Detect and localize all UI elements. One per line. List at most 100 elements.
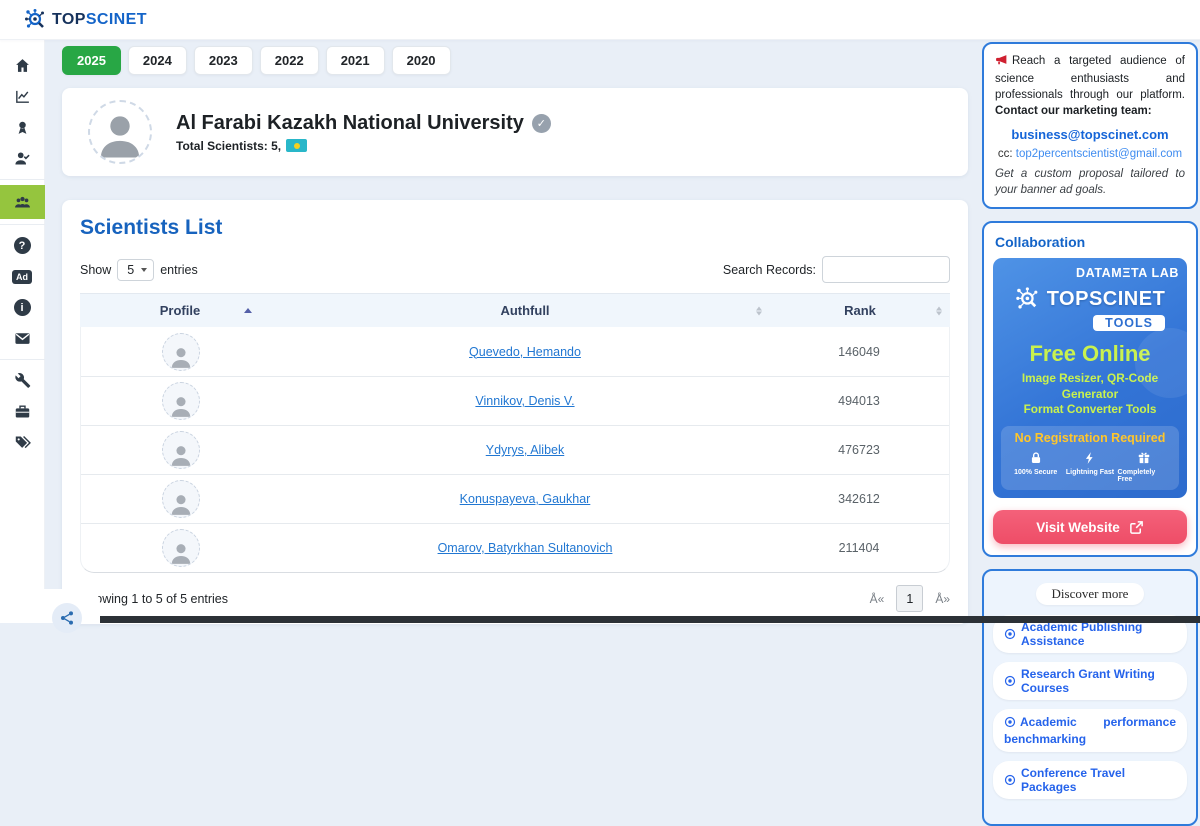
- year-tabs: 2025 2024 2023 2022 2021 2020: [62, 46, 968, 75]
- scientist-link[interactable]: Omarov, Batyrkhan Sultanovich: [438, 541, 613, 555]
- marketing-intro: Reach a targeted audience of science ent…: [995, 55, 1185, 101]
- discover-box: Discover more Academic Publishing Assist…: [982, 569, 1198, 825]
- pagination-page-1[interactable]: 1: [896, 585, 923, 612]
- tab-year-2025[interactable]: 2025: [62, 46, 121, 75]
- scientists-table: Quevedo, Hemando 146049 Vinnikov, Denis …: [80, 327, 950, 573]
- mail-icon[interactable]: [0, 323, 45, 354]
- sidebar-divider: [0, 179, 45, 180]
- sidebar-divider: [0, 359, 45, 360]
- banner-line2: Format Converter Tools: [1001, 402, 1179, 417]
- scientist-avatar: [162, 382, 200, 420]
- scientist-avatar: [162, 529, 200, 567]
- medal-icon[interactable]: [0, 112, 45, 143]
- pagination: Å« 1 Å»: [870, 585, 950, 612]
- cc-email-link[interactable]: top2percentscientist@gmail.com: [1016, 148, 1182, 160]
- briefcase-icon[interactable]: [0, 396, 45, 427]
- scientist-rank: 476723: [769, 443, 949, 457]
- tags-icon[interactable]: [0, 427, 45, 458]
- column-header-rank[interactable]: Rank: [770, 303, 950, 318]
- show-label: Show: [80, 263, 111, 277]
- verified-badge-icon: ✓: [532, 114, 551, 133]
- feature-secure: 100% Secure: [1009, 451, 1062, 483]
- home-icon[interactable]: [0, 50, 45, 81]
- university-name: Al Farabi Kazakh National University: [176, 112, 524, 135]
- share-icon[interactable]: [52, 603, 82, 633]
- info-icon[interactable]: i: [0, 292, 45, 323]
- chart-line-icon[interactable]: [0, 81, 45, 112]
- discover-item-grant-courses[interactable]: Research Grant Writing Courses: [993, 662, 1187, 700]
- tab-year-2023[interactable]: 2023: [194, 46, 253, 75]
- banner-headline: Free Online: [1001, 341, 1179, 367]
- scientist-link[interactable]: Konuspayeva, Gaukhar: [460, 492, 591, 506]
- scientist-link[interactable]: Vinnikov, Denis V.: [475, 394, 574, 408]
- banner-tools-badge: TOOLS: [1093, 315, 1165, 331]
- table-header: Profile Authfull Rank: [80, 293, 950, 327]
- scientist-avatar: [162, 480, 200, 518]
- tab-year-2022[interactable]: 2022: [260, 46, 319, 75]
- visit-website-button[interactable]: Visit Website: [993, 510, 1187, 544]
- table-row: Omarov, Batyrkhan Sultanovich 211404: [81, 523, 949, 572]
- partner-banner[interactable]: DATAMΞTA LAB TOPSCINET TOOLS Free Online…: [993, 258, 1187, 498]
- bottom-dark-strip: [45, 616, 1200, 623]
- external-link-icon: [1129, 520, 1144, 535]
- sort-icon: [936, 306, 942, 315]
- table-row: Konuspayeva, Gaukhar 342612: [81, 474, 949, 523]
- sort-icon: [756, 306, 762, 315]
- scientist-rank: 146049: [769, 345, 949, 359]
- tab-year-2021[interactable]: 2021: [326, 46, 385, 75]
- sort-asc-icon: [244, 308, 252, 313]
- lock-icon: [1029, 451, 1043, 465]
- partner-name: DATAMΞTA LAB: [1001, 266, 1179, 280]
- entries-label: entries: [160, 263, 198, 277]
- university-info: Al Farabi Kazakh National University ✓ T…: [176, 112, 551, 153]
- marketing-contact-label: Contact our marketing team:: [995, 105, 1152, 117]
- wrench-icon[interactable]: [0, 365, 45, 396]
- logo-text: TOPSCINET: [52, 11, 147, 29]
- gift-icon: [1137, 451, 1151, 465]
- entries-summary: Showing 1 to 5 of 5 entries: [80, 592, 228, 606]
- help-icon[interactable]: ?: [0, 230, 45, 261]
- cc-label: cc:: [998, 148, 1013, 160]
- pagination-next[interactable]: Å»: [935, 592, 950, 606]
- marketing-note: Get a custom proposal tailored to your b…: [995, 167, 1185, 198]
- column-header-profile[interactable]: Profile: [80, 303, 280, 318]
- discover-item-travel[interactable]: Conference Travel Packages: [993, 761, 1187, 799]
- scientist-rank: 342612: [769, 492, 949, 506]
- scientist-rank: 494013: [769, 394, 949, 408]
- total-scientists-label: Total Scientists: 5,: [176, 139, 281, 153]
- tab-year-2024[interactable]: 2024: [128, 46, 187, 75]
- pagination-prev[interactable]: Å«: [870, 592, 885, 606]
- banner-molecule-icon: [1015, 286, 1042, 313]
- table-row: Quevedo, Hemando 146049: [81, 327, 949, 376]
- tab-year-2020[interactable]: 2020: [392, 46, 451, 75]
- collaboration-title: Collaboration: [995, 234, 1187, 250]
- discover-title: Discover more: [1036, 583, 1145, 605]
- scientist-avatar: [162, 333, 200, 371]
- topscinet-logo[interactable]: TOPSCINET: [24, 8, 147, 32]
- scientist-link[interactable]: Ydyrys, Alibek: [486, 443, 565, 457]
- scientist-link[interactable]: Quevedo, Hemando: [469, 345, 581, 359]
- university-card: Al Farabi Kazakh National University ✓ T…: [62, 88, 968, 176]
- university-avatar: [88, 100, 152, 164]
- page-size-select[interactable]: 5: [117, 259, 154, 281]
- target-icon: [1004, 628, 1016, 640]
- scientist-rank: 211404: [769, 541, 949, 555]
- table-row: Vinnikov, Denis V. 494013: [81, 376, 949, 425]
- left-sidebar: ? Ad i: [0, 40, 45, 623]
- feature-free: Completely Free: [1118, 451, 1171, 483]
- user-check-icon[interactable]: [0, 143, 45, 174]
- discover-item-benchmarking[interactable]: Academic performance benchmarking: [993, 709, 1187, 751]
- marketing-email-link[interactable]: business@topscinet.com: [995, 127, 1185, 142]
- marketing-box: Reach a targeted audience of science ent…: [982, 42, 1198, 209]
- sidebar-divider: [0, 224, 45, 225]
- scientist-avatar: [162, 431, 200, 469]
- sidebar-item-scientists-group[interactable]: [0, 185, 45, 219]
- search-records-label: Search Records:: [723, 263, 816, 277]
- target-icon: [1004, 675, 1016, 687]
- banner-line1: Image Resizer, QR-Code Generator: [1001, 371, 1179, 402]
- search-input[interactable]: [822, 256, 950, 283]
- collaboration-box: Collaboration DATAMΞTA LAB TOPSCINET TOO…: [982, 221, 1198, 557]
- ads-icon[interactable]: Ad: [0, 261, 45, 292]
- column-header-authfull[interactable]: Authfull: [280, 303, 770, 318]
- no-registration-label: No Registration Required: [1007, 431, 1173, 445]
